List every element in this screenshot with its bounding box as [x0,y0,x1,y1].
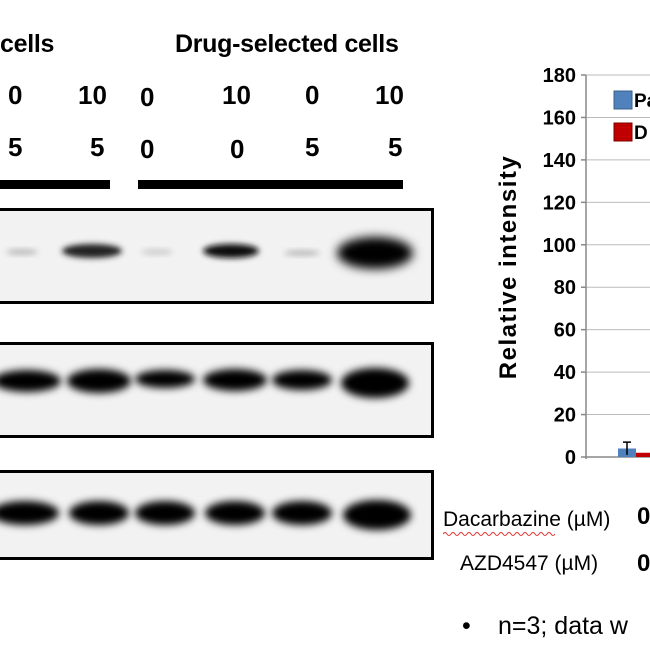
lane-label: 0 [140,82,155,112]
western-blot-panel-2 [0,342,434,438]
band [203,369,267,391]
group-label-drug-selected: Drug-selected cells [175,30,399,58]
band [62,244,122,258]
y-tick-label: 40 [554,362,576,384]
band [67,369,131,393]
relative-intensity-chart: 0 20 40 60 80 100 120 140 160 180 Relative intens… [495,65,650,469]
y-tick-label: 20 [554,405,576,427]
y-tick-label: 160 [543,107,576,129]
legend-swatch-d [613,122,633,142]
lane-label: 5 [90,132,105,162]
lane-label: 10 [222,80,251,110]
chart-legend: Pa D [613,90,650,144]
y-tick-label: 100 [543,235,576,257]
error-bar [623,441,631,455]
band [337,237,413,269]
band [341,368,409,398]
legend-swatch-pa [613,90,633,110]
y-tick-label: 80 [554,277,576,299]
blot-bands-3 [0,500,411,530]
lane-label: 0 [140,134,155,164]
legend-label-d: D [634,123,648,144]
band [135,501,195,525]
chart-bars [618,441,650,457]
y-tick-label: 180 [543,65,576,87]
band [0,501,59,525]
blot-bands-2 [0,368,409,398]
band [284,250,320,256]
band [203,244,259,258]
y-tick-label: 60 [554,320,576,342]
footnote-bullet: • [462,612,471,640]
y-axis-label: Relative intensity [495,155,522,379]
band [141,249,173,255]
y-axis-ticks: 0 20 40 60 80 100 120 140 160 180 [543,65,586,469]
legend-label-pa: Pa [634,91,650,112]
spellcheck-underline [443,532,556,536]
lane-label: 10 [375,80,404,110]
band [343,500,411,530]
band [69,501,129,525]
azd4547-value: 0 [637,550,650,577]
group-bar-drug-selected [138,180,403,189]
azd4547-label: AZD4547 (µM) [460,552,599,575]
band [205,501,265,525]
band [272,501,332,525]
footnote-text: n=3; data w [498,612,628,640]
lane-label: 0 [8,80,23,110]
western-blot-panel-1 [0,208,434,304]
dacarbazine-value: 0 [637,503,650,530]
blot-bands-1 [6,237,413,269]
y-tick-label: 0 [565,447,576,469]
bar-d [636,452,650,457]
band [0,370,61,392]
y-tick-label: 140 [543,150,576,172]
group-bar-parental [0,180,110,189]
band [135,370,195,388]
y-tick-label: 120 [543,192,576,214]
chart-gridlines [586,74,650,416]
lane-label: 5 [8,132,23,162]
lane-label: 5 [388,132,403,162]
group-label-parental: cells [0,30,55,58]
dacarbazine-label: Dacarbazine (µM) [443,508,611,531]
band [6,249,38,255]
lane-label: 0 [230,134,245,164]
lane-label: 5 [305,132,320,162]
band [272,370,332,390]
lane-label: 10 [78,80,107,110]
western-blot-panel-3 [0,470,434,560]
lane-label: 0 [305,80,320,110]
